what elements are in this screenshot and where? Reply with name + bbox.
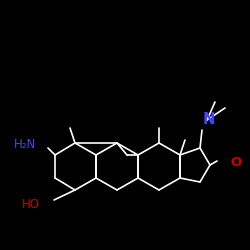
Text: HO: HO <box>22 198 40 211</box>
Text: H₂N: H₂N <box>14 138 36 151</box>
Text: N: N <box>203 112 215 128</box>
Text: O: O <box>230 156 241 170</box>
